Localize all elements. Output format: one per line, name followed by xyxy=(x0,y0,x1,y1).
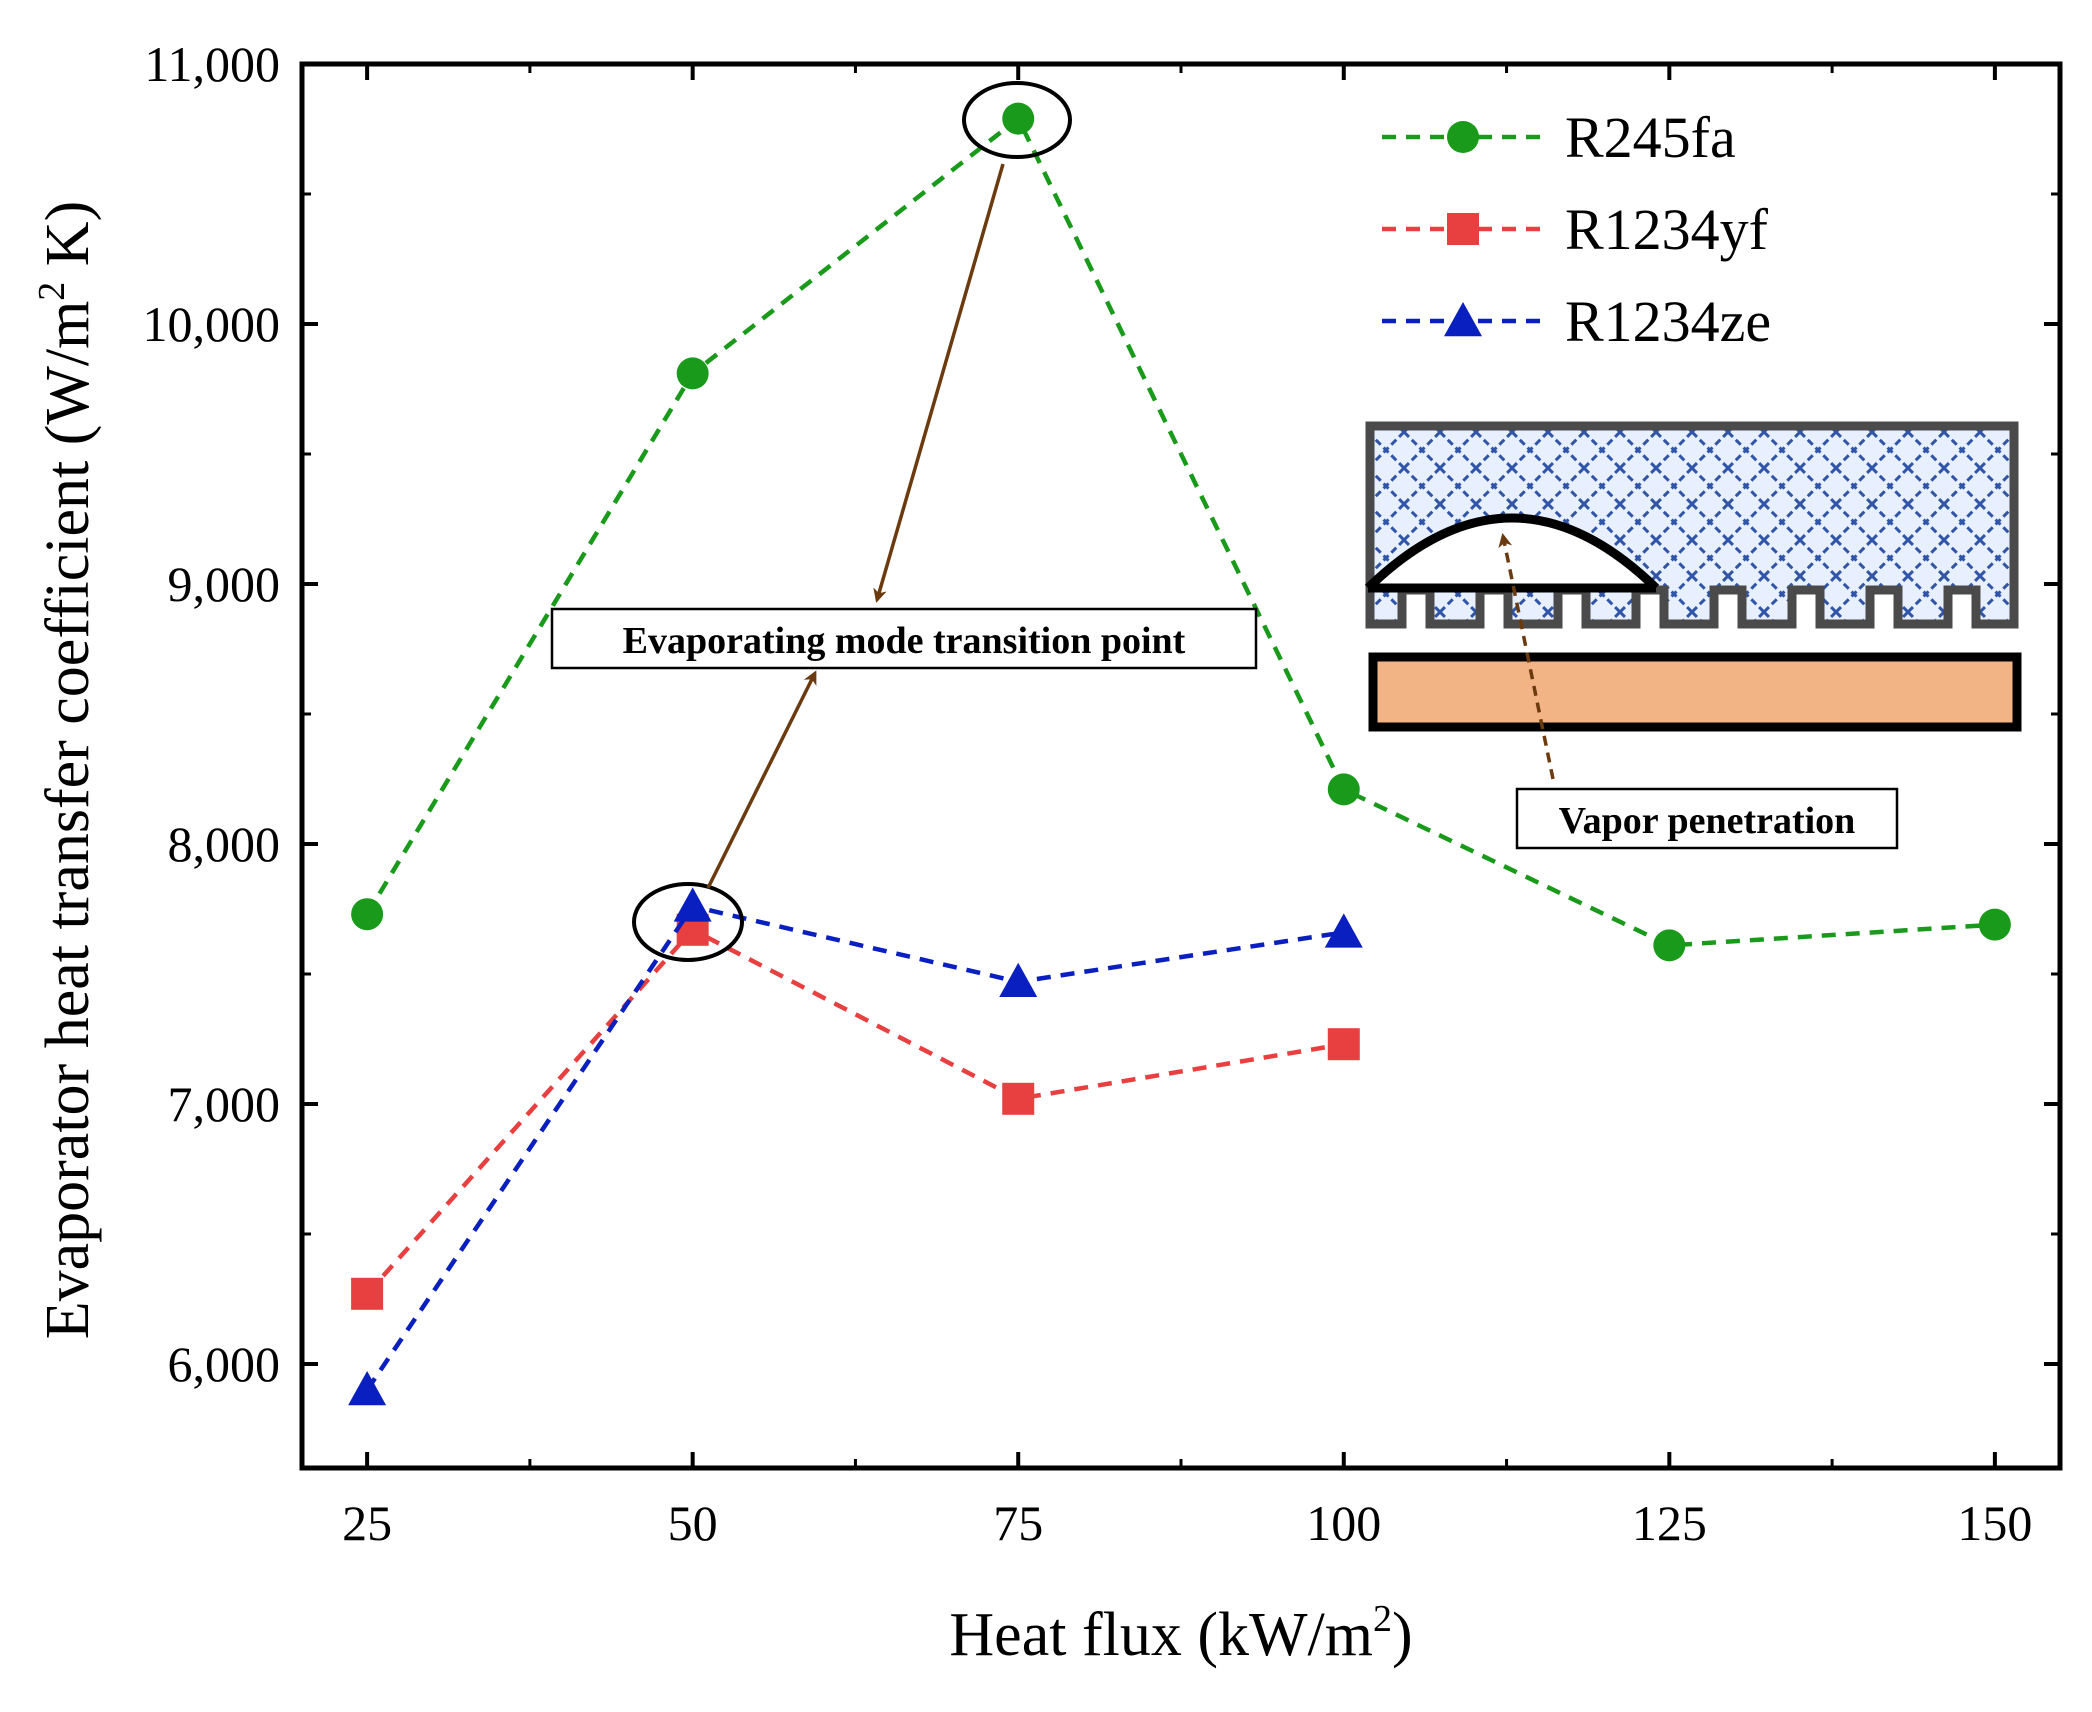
series-layer xyxy=(348,102,2011,1406)
series-R245fa xyxy=(351,102,2011,962)
inset-schematic xyxy=(1364,421,2022,732)
data-point-R245fa xyxy=(1327,773,1360,806)
x-tick-label: 25 xyxy=(342,1495,392,1551)
series-R1234ze xyxy=(348,887,1363,1406)
legend: R245fa R1234yf R1234ze xyxy=(1382,105,1771,354)
data-point-R245fa xyxy=(1978,908,2011,941)
data-point-R1234ze xyxy=(348,1371,387,1406)
series-line-R1234ze xyxy=(365,903,1345,1392)
x-axis-title-sup: 2 xyxy=(1373,1598,1392,1640)
data-point-R245fa xyxy=(1653,929,1686,962)
data-point-R1234yf xyxy=(1002,1082,1035,1115)
y-tick-label: 10,000 xyxy=(143,296,281,352)
x-tick-label: 75 xyxy=(993,1495,1043,1551)
y-tick-label: 7,000 xyxy=(168,1076,281,1132)
legend-item-R1234ze: R1234ze xyxy=(1382,289,1771,354)
transition-label-box xyxy=(550,607,1258,670)
y-tick-label: 8,000 xyxy=(168,816,281,872)
vapor-label-box xyxy=(1515,787,1899,850)
transition-circle-r1234 xyxy=(632,882,744,962)
plot-frame xyxy=(299,61,2063,1471)
series-R1234yf xyxy=(351,913,1360,1310)
legend-label: R1234yf xyxy=(1565,197,1769,262)
vapor-bubble xyxy=(1364,513,1660,592)
heater-plate xyxy=(1368,652,2022,732)
transition-arrow-up xyxy=(706,670,817,889)
y-tick-label: 6,000 xyxy=(168,1336,281,1392)
series-line-R245fa xyxy=(365,115,1996,948)
x-tick-label: 125 xyxy=(1632,1495,1707,1551)
y-axis-title-end: K) xyxy=(34,201,102,282)
legend-label: R245fa xyxy=(1565,105,1736,170)
x-axis-title-end: ) xyxy=(1392,1601,1413,1669)
data-point-R1234ze xyxy=(673,887,712,922)
transition-label: Evaporating mode transition point xyxy=(623,620,1186,662)
data-point-R245fa xyxy=(676,357,709,390)
y-tick-label: 11,000 xyxy=(144,36,280,92)
legend-marker xyxy=(1447,213,1479,245)
data-point-R1234ze xyxy=(1324,913,1363,948)
legend-marker xyxy=(1447,121,1479,153)
y-axis: 6,000 7,000 8,000 9,000 10,000 11,000 xyxy=(143,36,2060,1392)
x-tick-label: 100 xyxy=(1306,1495,1381,1551)
x-axis-title-text: Heat flux (kW/m xyxy=(949,1601,1373,1669)
transition-arrow-down xyxy=(873,163,1005,603)
data-point-R245fa xyxy=(351,898,384,931)
legend-marker xyxy=(1444,302,1482,337)
data-point-R1234yf xyxy=(1327,1028,1360,1061)
x-axis: 25 50 75 100 125 150 xyxy=(342,64,2032,1551)
y-axis-title-text: Evaporator heat transfer coefficient (W/… xyxy=(34,301,102,1340)
x-tick-label: 150 xyxy=(1957,1495,2032,1551)
legend-item-R245fa: R245fa xyxy=(1382,105,1736,170)
vapor-arrow xyxy=(1498,533,1555,780)
y-tick-label: 9,000 xyxy=(168,556,281,612)
annotations: Evaporating mode transition point Vapor … xyxy=(550,81,1899,962)
vapor-label: Vapor penetration xyxy=(1559,800,1856,842)
x-tick-label: 50 xyxy=(668,1495,718,1551)
data-point-R1234yf xyxy=(351,1277,384,1310)
data-point-R245fa xyxy=(1002,102,1035,135)
x-axis-title: Heat flux (kW/m2) xyxy=(949,1598,1412,1669)
legend-label: R1234ze xyxy=(1565,289,1771,354)
y-axis-title-sup: 2 xyxy=(31,282,73,301)
data-point-R1234ze xyxy=(999,962,1038,997)
legend-item-R1234yf: R1234yf xyxy=(1382,197,1769,262)
transition-circle-r245fa xyxy=(962,81,1072,159)
y-axis-title: Evaporator heat transfer coefficient (W/… xyxy=(31,201,102,1339)
series-line-R1234yf xyxy=(365,926,1345,1296)
